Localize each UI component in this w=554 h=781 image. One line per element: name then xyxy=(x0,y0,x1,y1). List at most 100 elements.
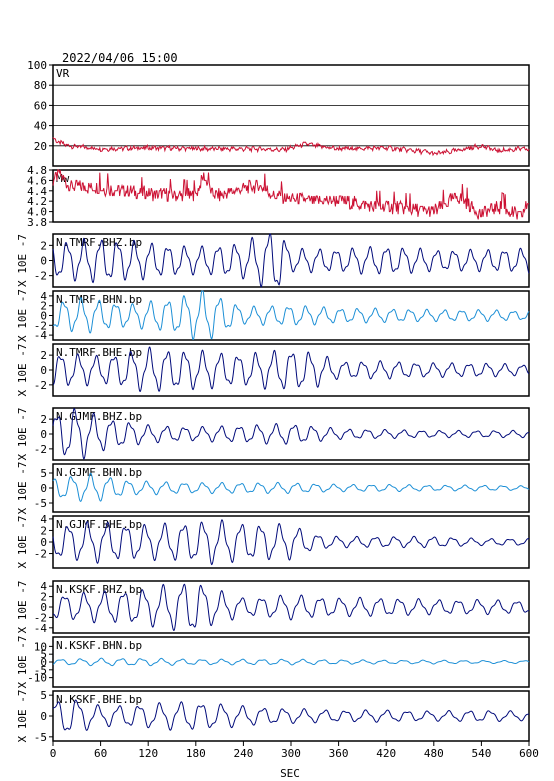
y-tick-label: -4 xyxy=(34,622,48,635)
series-line xyxy=(52,408,530,460)
y-tick-label: -2 xyxy=(34,443,47,456)
panel-label: N.KSKF.BHN.bp xyxy=(56,639,142,652)
y-tick-label: 0 xyxy=(40,428,47,441)
panel-label: N.KSKF.BHE.bp xyxy=(56,693,142,706)
y-tick-label: 0 xyxy=(40,536,47,549)
panel-label: N.GJMF.BHZ.bp xyxy=(56,410,142,423)
panel-7: 420-2 N.GJMF.BHE.bp X 10E -7 xyxy=(16,513,530,569)
panel-label: N.GJMF.BHE.bp xyxy=(56,518,142,531)
y-tick-label: 100 xyxy=(27,59,47,72)
series-line xyxy=(52,137,530,157)
panel-8: 420-2-4 N.KSKF.BHZ.bp X 10E -7 xyxy=(16,580,530,635)
series-line xyxy=(52,169,529,220)
panels: 20406080100VR3.84.04.24.44.64.8Mw20-2N.T… xyxy=(16,59,530,744)
y-tick-label: -2 xyxy=(34,548,47,561)
y-tick-label: 0 xyxy=(40,255,47,268)
panel-label: N.KSKF.BHZ.bp xyxy=(56,583,142,596)
y-tick-label: -2 xyxy=(34,379,47,392)
x-axis-label: SEC xyxy=(280,767,300,780)
series-line xyxy=(52,472,530,502)
panel-1: 3.84.04.24.44.64.8Mw xyxy=(27,164,530,229)
series-line xyxy=(52,290,530,341)
y-tick-label: 4 xyxy=(40,580,47,593)
y-tick-label: 2 xyxy=(40,413,47,426)
y-tick-label: -2 xyxy=(34,270,47,283)
panel-6: 5 0 -5 N.GJMF.BHN.bp X 10E -7 xyxy=(16,462,530,515)
y-axis-label: X 10E -7 xyxy=(16,636,29,689)
x-tick-label: 540 xyxy=(471,747,491,760)
x-tick-label: 480 xyxy=(424,747,444,760)
series-line xyxy=(52,699,530,731)
x-tick-label: 600 xyxy=(519,747,539,760)
y-tick-label: 80 xyxy=(34,79,47,92)
x-tick-label: 420 xyxy=(376,747,396,760)
y-tick-label: 0 xyxy=(40,601,47,614)
panel-0: 20 40 60 80 100 VR xyxy=(27,59,530,167)
y-tick-label: 0 xyxy=(40,710,47,723)
x-tick-label: 300 xyxy=(281,747,301,760)
y-tick-label: 10 xyxy=(34,640,47,653)
y-axis-label: X 10E -7 xyxy=(16,408,29,461)
panel-5: 2 0 -2 N.GJMF.BHZ.bp X 10E -7 xyxy=(16,407,530,461)
x-axis: 0 60 120 180 240 300 360 420 480 540 600 xyxy=(50,741,539,760)
y-axis-label: X 10E -7 xyxy=(16,581,29,634)
panel-label: N.TMRF.BHZ.bp xyxy=(56,236,142,249)
y-tick-label: 4.8 xyxy=(27,164,47,177)
y-tick-label: -10 xyxy=(27,672,47,685)
y-tick-label: 0 xyxy=(40,656,47,669)
panel-label: VR xyxy=(56,67,70,80)
panel-frame xyxy=(52,169,530,223)
y-tick-label: 0 xyxy=(40,482,47,495)
panel-10: 5 0 -5 N.KSKF.BHE.bp X 10E -7 xyxy=(16,689,530,744)
series-line xyxy=(52,583,529,632)
y-tick-label: 0 xyxy=(40,310,47,323)
y-tick-label: -5 xyxy=(34,731,47,744)
y-tick-label: 5 xyxy=(40,467,47,480)
panel-4: 2 0 -2 N.TMRF.BHE.bp X 10E -7 xyxy=(16,343,530,397)
y-axis-label: X 10E -7 xyxy=(16,234,29,287)
series-line xyxy=(52,519,530,566)
y-tick-label: -5 xyxy=(34,497,47,510)
y-tick-label: 5 xyxy=(40,648,47,661)
x-tick-label: 0 xyxy=(50,747,57,760)
y-tick-label: 60 xyxy=(34,99,47,112)
y-tick-label: 40 xyxy=(34,120,47,133)
y-axis-label: X 10E -7 xyxy=(16,690,29,743)
y-tick-label: 2 xyxy=(40,300,47,313)
y-tick-label: 0 xyxy=(40,364,47,377)
y-tick-label: 20 xyxy=(34,140,47,153)
y-tick-label: 5 xyxy=(40,689,47,702)
series-line xyxy=(52,657,530,667)
panel-label: N.TMRF.BHN.bp xyxy=(56,293,142,306)
y-tick-label: 4 xyxy=(40,290,47,303)
y-tick-label: 4.0 xyxy=(27,206,47,219)
y-axis-label: X 10E -7 xyxy=(16,289,29,342)
x-tick-label: 360 xyxy=(329,747,349,760)
x-tick-label: 60 xyxy=(94,747,107,760)
y-axis-label: X 10E -7 xyxy=(16,516,29,569)
series-line xyxy=(52,233,530,288)
y-tick-label: 2 xyxy=(40,239,47,252)
x-tick-label: 240 xyxy=(233,747,253,760)
panel-label: N.GJMF.BHN.bp xyxy=(56,466,142,479)
x-tick-label: 120 xyxy=(138,747,158,760)
y-tick-label: 2 xyxy=(40,349,47,362)
panel-frame xyxy=(52,64,530,167)
y-tick-label: -2 xyxy=(34,611,47,624)
series-line xyxy=(52,346,530,393)
y-tick-label: 3.8 xyxy=(27,216,47,229)
y-tick-label: -2 xyxy=(34,319,47,332)
x-tick-label: 180 xyxy=(186,747,206,760)
y-axis-label: X 10E -7 xyxy=(16,344,29,397)
header-datetime: 2022/04/06 15:00 xyxy=(62,51,178,65)
y-tick-label: 4.2 xyxy=(27,195,47,208)
y-tick-label: 2 xyxy=(40,591,47,604)
y-tick-label: -5 xyxy=(34,664,47,677)
panel-2: 2 0 -2 N.TMRF.BHZ.bp X 10E -7 xyxy=(16,233,530,288)
y-tick-label: 4 xyxy=(40,513,47,526)
y-axis-label: X 10E -7 xyxy=(16,462,29,515)
y-tick-label: 2 xyxy=(40,524,47,537)
y-tick-label: 4.6 xyxy=(27,174,47,187)
